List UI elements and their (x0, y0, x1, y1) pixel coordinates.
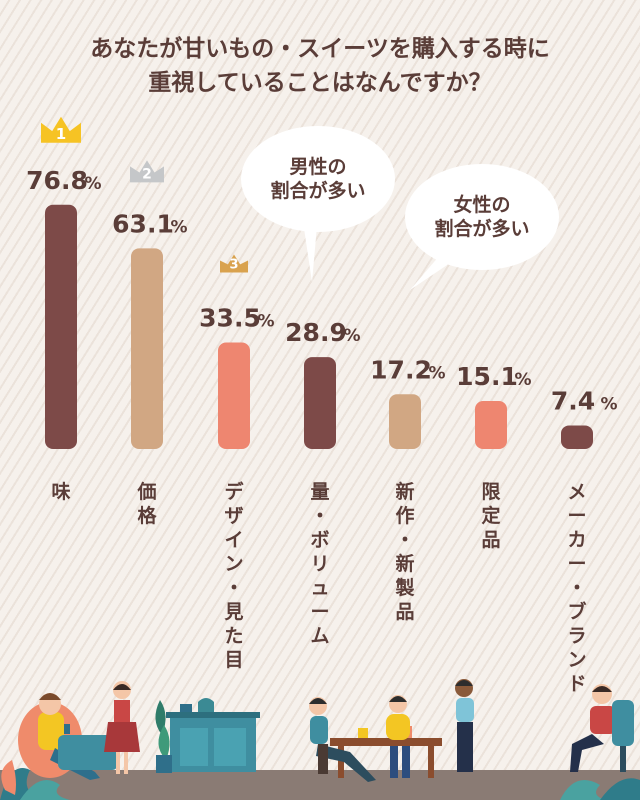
plant-right (560, 778, 640, 800)
person-standing-right (455, 679, 474, 772)
bar-4 (304, 357, 336, 449)
category-label-1: 味 (51, 481, 70, 503)
floor (0, 770, 640, 800)
value-label-4: 28.9 (285, 318, 347, 347)
person-seated-middle (386, 695, 410, 778)
bar-7 (561, 425, 593, 449)
person-seated-right (570, 684, 634, 772)
category-label-5: 新作・新製品 (394, 480, 414, 623)
male-annotation-text: 男性の 割合が多い (270, 156, 366, 202)
value-unit-3: % (257, 311, 274, 331)
crown-rank-1 (41, 116, 81, 143)
value-unit-7: % (600, 394, 617, 414)
category-label-7: メーカー・ブランド (567, 481, 586, 695)
sofa (58, 735, 118, 770)
bar-6 (475, 400, 507, 449)
value-label-6: 15.1 (456, 362, 518, 391)
value-label-2: 63.1 (112, 209, 174, 238)
rank-number-1: 1 (56, 125, 66, 143)
chart-title: あなたが甘いもの・スイーツを購入する時に 重視していることはなんですか？ (0, 32, 640, 100)
bar-3 (218, 342, 250, 449)
category-label-4: 量・ボリューム (310, 481, 329, 647)
potted-plant (155, 700, 172, 773)
value-unit-5: % (428, 363, 445, 383)
person-seated-left (309, 697, 376, 782)
value-unit-6: % (514, 370, 531, 390)
value-label-1: 76.8 (26, 166, 88, 195)
crown-rank-2 (130, 160, 164, 183)
category-label-2: 価格 (136, 481, 157, 527)
rank-number-2: 2 (142, 166, 152, 182)
male-annotation-bubble: 男性の 割合が多い (241, 126, 395, 232)
value-label-3: 33.5 (199, 303, 261, 332)
value-unit-1: % (84, 174, 101, 194)
woman-standing (104, 681, 140, 774)
chart-title-line-2: 重視していることはなんですか？ (148, 70, 492, 96)
bar-5 (389, 394, 421, 449)
value-unit-2: % (170, 217, 187, 237)
value-unit-4: % (343, 326, 360, 346)
plant-left (0, 760, 70, 800)
category-label-3: デザイン・見た目 (224, 480, 244, 671)
rank-number-3: 3 (229, 257, 238, 272)
chart-title-line-1: あなたが甘いもの・スイーツを購入する時に (90, 36, 550, 62)
bar-1 (45, 204, 77, 449)
value-label-5: 17.2 (370, 355, 432, 384)
kitchen-counter (166, 698, 260, 772)
category-label-6: 限定品 (481, 481, 500, 551)
crown-rank-3 (220, 254, 248, 273)
female-annotation-bubble: 女性の 割合が多い (405, 164, 559, 270)
bar-2 (131, 248, 163, 449)
value-label-7: 7.4 (551, 386, 595, 415)
female-annotation-text: 女性の 割合が多い (434, 194, 530, 240)
